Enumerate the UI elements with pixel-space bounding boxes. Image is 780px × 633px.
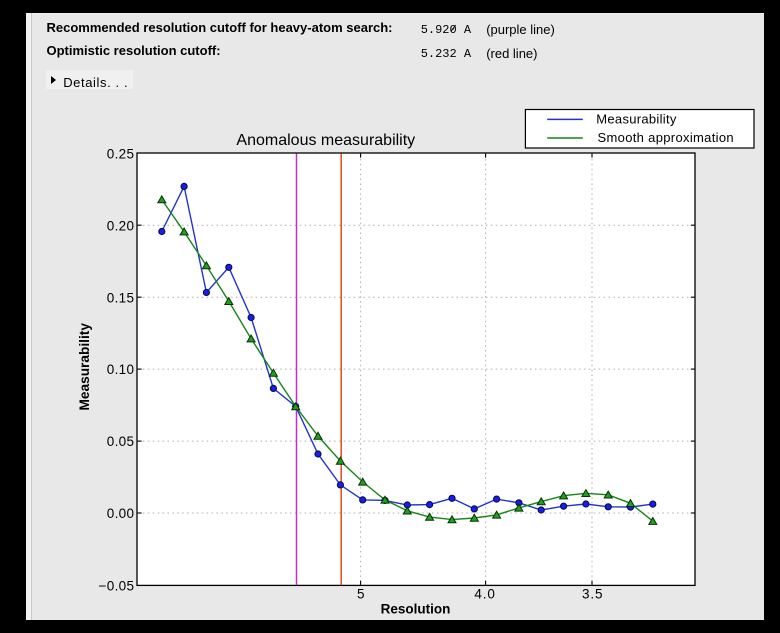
svg-text:0.00: 0.00 [107, 506, 135, 521]
svg-text:0.25: 0.25 [107, 146, 135, 161]
svg-text:−0.05: −0.05 [98, 578, 134, 593]
svg-text:4.0: 4.0 [474, 587, 495, 602]
svg-text:Measurability: Measurability [596, 111, 677, 126]
svg-text:3.5: 3.5 [582, 587, 603, 602]
svg-text:Measurability: Measurability [77, 323, 92, 411]
svg-text:Resolution: Resolution [381, 601, 451, 616]
svg-text:Anomalous measurability: Anomalous measurability [236, 132, 415, 149]
svg-text:0.20: 0.20 [107, 218, 135, 233]
svg-text:5: 5 [357, 587, 365, 602]
svg-text:0.15: 0.15 [107, 290, 135, 305]
svg-text:0.10: 0.10 [107, 362, 135, 377]
svg-text:0.05: 0.05 [107, 434, 135, 449]
svg-text:Smooth approximation: Smooth approximation [598, 130, 734, 145]
